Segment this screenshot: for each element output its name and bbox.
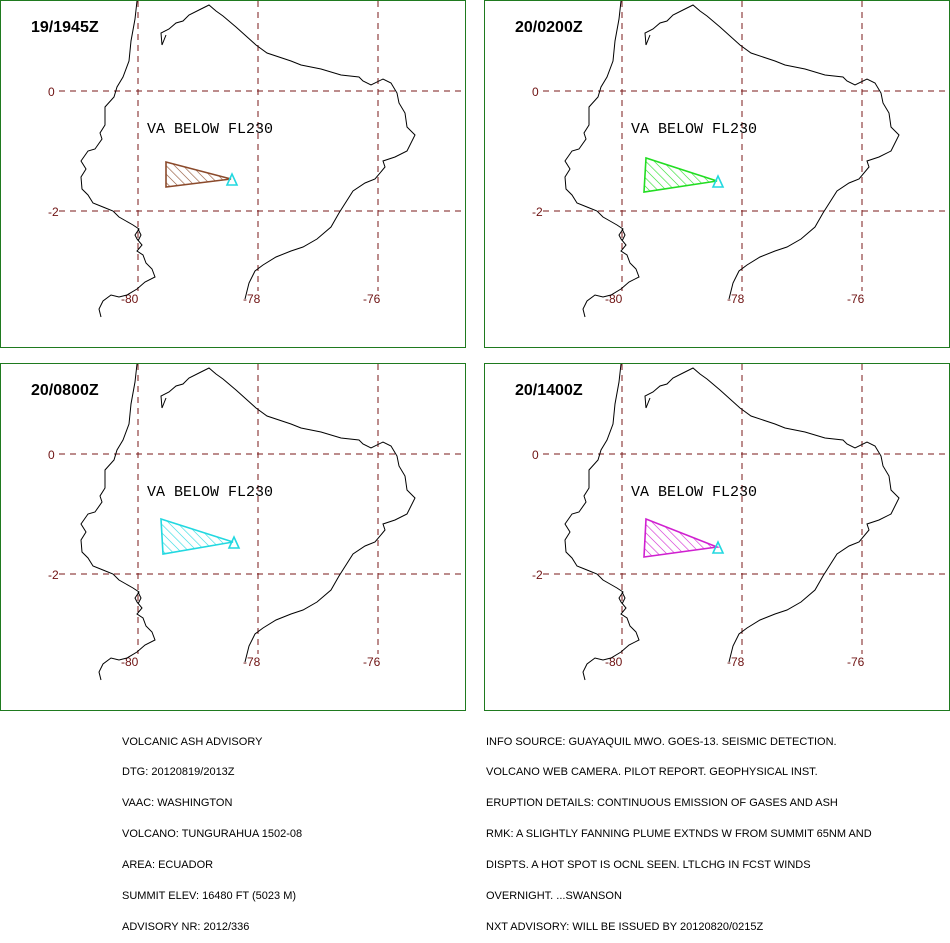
map-canvas: 0 -2 -80 -78 -76 VA BELOW FL230 <box>48 1 465 318</box>
map-canvas: 0 -2 -80 -78 -76 VA BELOW FL230 <box>48 364 465 681</box>
advisory-line: VAAC: WASHINGTON <box>122 797 233 810</box>
ash-level-label: VA BELOW FL230 <box>147 484 273 501</box>
ash-level-label: VA BELOW FL230 <box>147 121 273 138</box>
panel-time-label: 19/1945Z <box>31 19 99 36</box>
panel-time-label: 20/0200Z <box>515 19 583 36</box>
map-panel-2: 0 -2 -80 -78 -76 VA BELOW FL230 20/0200Z <box>484 0 950 348</box>
ash-plume-area <box>165 160 232 188</box>
advisory-line: VOLCANO WEB CAMERA. PILOT REPORT. GEOPHY… <box>486 766 818 779</box>
advisory-line: DTG: 20120819/2013Z <box>122 766 235 779</box>
panel-time-label: 20/0800Z <box>31 382 99 399</box>
advisory-line: ADVISORY NR: 2012/336 <box>122 920 250 933</box>
lon-tick-label: -78 <box>727 292 745 306</box>
coastline <box>80 364 416 681</box>
lon-tick-label: -76 <box>847 292 865 306</box>
lon-tick-label: -76 <box>363 655 381 669</box>
advisory-line: SUMMIT ELEV: 16480 FT (5023 M) <box>122 890 297 903</box>
coastline <box>564 364 900 681</box>
lon-tick-label: -78 <box>243 292 261 306</box>
volcano-marker-icon <box>225 172 239 186</box>
lat-tick-label: 0 <box>532 85 539 99</box>
lon-tick-label: -78 <box>727 655 745 669</box>
map-canvas: 0 -2 -80 -78 -76 VA BELOW FL230 <box>532 1 949 318</box>
coastline <box>80 1 416 318</box>
volcano-marker-icon <box>711 174 725 188</box>
lat-tick-label: -2 <box>532 205 543 219</box>
lon-tick-label: -78 <box>243 655 261 669</box>
lon-tick-label: -76 <box>363 292 381 306</box>
panel-time-label: 20/1400Z <box>515 382 583 399</box>
advisory-left: VOLCANIC ASH ADVISORY DTG: 20120819/2013… <box>122 716 302 943</box>
lat-tick-label: 0 <box>48 85 55 99</box>
map-canvas: 0 -2 -80 -78 -76 VA BELOW FL230 <box>532 364 949 681</box>
volcano-marker-icon <box>711 540 725 554</box>
lon-tick-label: -80 <box>121 292 139 306</box>
lon-tick-label: -80 <box>605 292 623 306</box>
advisory-line: INFO SOURCE: GUAYAQUIL MWO. GOES-13. SEI… <box>486 735 837 748</box>
ash-plume-area <box>160 517 234 555</box>
advisory-line: ERUPTION DETAILS: CONTINUOUS EMISSION OF… <box>486 797 838 810</box>
ash-plume-area <box>643 517 721 558</box>
lat-tick-label: 0 <box>532 448 539 462</box>
advisory-line: RMK: A SLIGHTLY FANNING PLUME EXTNDS W F… <box>486 828 872 841</box>
lat-tick-label: -2 <box>48 568 59 582</box>
advisory-line: DISPTS. A HOT SPOT IS OCNL SEEN. LTLCHG … <box>486 859 811 872</box>
advisory-line: VOLCANIC ASH ADVISORY <box>122 735 263 748</box>
map-panel-3: 0 -2 -80 -78 -76 VA BELOW FL230 20/0800Z <box>0 363 466 711</box>
coastline <box>564 1 900 318</box>
advisory-right: INFO SOURCE: GUAYAQUIL MWO. GOES-13. SEI… <box>486 716 872 943</box>
advisory-line: VOLCANO: TUNGURAHUA 1502-08 <box>122 828 303 841</box>
advisory-line: NXT ADVISORY: WILL BE ISSUED BY 20120820… <box>486 920 764 933</box>
lon-tick-label: -80 <box>121 655 139 669</box>
map-panel-4: 0 -2 -80 -78 -76 VA BELOW FL230 20/1400Z <box>484 363 950 711</box>
lat-tick-label: -2 <box>532 568 543 582</box>
ash-plume-area <box>643 156 718 193</box>
map-panel-1: 0 -2 -80 -78 -76 VA BELOW FL230 19/1945Z <box>0 0 466 348</box>
lon-tick-label: -80 <box>605 655 623 669</box>
ash-level-label: VA BELOW FL230 <box>631 121 757 138</box>
lat-tick-label: 0 <box>48 448 55 462</box>
lat-tick-label: -2 <box>48 205 59 219</box>
advisory-line: OVERNIGHT. ...SWANSON <box>486 890 622 903</box>
ash-level-label: VA BELOW FL230 <box>631 484 757 501</box>
advisory-line: AREA: ECUADOR <box>122 859 214 872</box>
lon-tick-label: -76 <box>847 655 865 669</box>
volcano-marker-icon <box>227 535 241 549</box>
